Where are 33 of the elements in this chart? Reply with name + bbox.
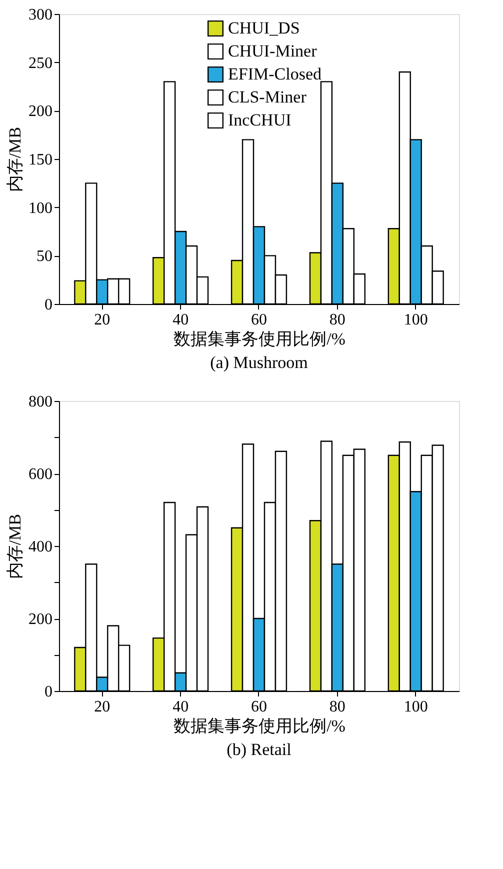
x-tick-label: 100 xyxy=(404,698,428,716)
x-tick-label: 60 xyxy=(251,312,267,328)
legend-label: CLS-Miner xyxy=(228,88,307,106)
y-tick-label: 300 xyxy=(28,6,52,24)
y-tick-label: 600 xyxy=(28,466,52,483)
y-tick-label: 250 xyxy=(28,54,52,72)
y-tick-label: 150 xyxy=(28,152,52,168)
x-axis-title: 数据集事务使用比例/% xyxy=(174,716,346,736)
y-tick-label: 800 xyxy=(28,394,52,410)
y-tick-label: 0 xyxy=(44,296,52,314)
x-tick-label: 60 xyxy=(251,698,267,716)
y-tick-label: 50 xyxy=(36,248,52,266)
y-tick-label: 400 xyxy=(28,538,52,556)
y-tick-label: 200 xyxy=(28,103,52,120)
legend-label: CHUI-Miner xyxy=(228,42,318,60)
x-tick-label: 80 xyxy=(329,698,346,716)
y-tick-label: 100 xyxy=(28,200,52,217)
y-axis-title: 内存/MB xyxy=(6,514,24,580)
text: (a) Mushroom xyxy=(210,353,308,372)
x-tick-label: 40 xyxy=(172,312,189,328)
legend-label: EFIM-Closed xyxy=(228,64,322,84)
text: (b) Retail xyxy=(226,740,292,759)
x-tick-label: 80 xyxy=(329,312,346,328)
x-axis-title: 数据集事务使用比例/% xyxy=(174,330,346,348)
y-tick-label: 200 xyxy=(28,611,52,628)
x-tick-label: 100 xyxy=(404,312,428,328)
y-tick-label: 0 xyxy=(44,684,52,700)
legend-label: CHUI_DS xyxy=(228,18,300,38)
x-tick-label: 20 xyxy=(94,312,110,328)
legend-label: IncCHUI xyxy=(228,110,292,130)
y-axis-title: 内存/MB xyxy=(6,126,24,192)
x-tick-label: 20 xyxy=(94,698,110,716)
x-tick-label: 40 xyxy=(172,698,189,716)
